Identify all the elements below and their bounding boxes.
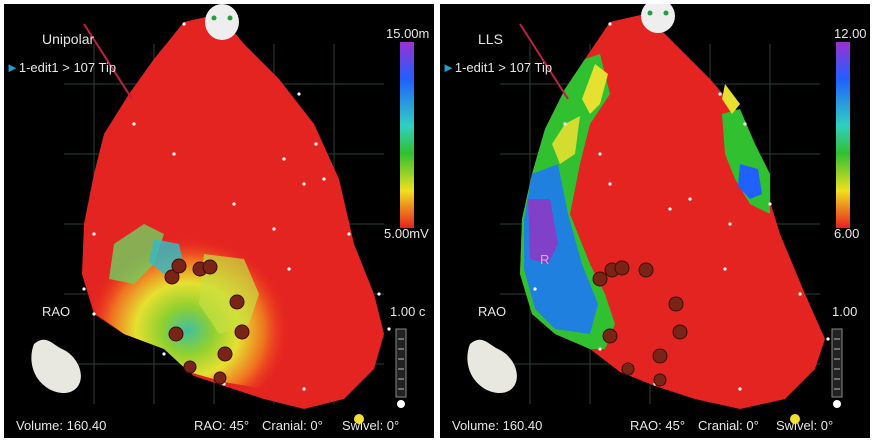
distance-label: 1.00 c bbox=[390, 304, 426, 319]
left-distance-ruler bbox=[395, 328, 407, 398]
right-map-panel[interactable]: LLS ►1-edit1 > 107 Tip 12.00 6.00 R RAO … bbox=[440, 4, 870, 438]
arrow-right-icon: ► bbox=[6, 60, 19, 75]
view-label: RAO bbox=[478, 304, 507, 319]
mapping-points bbox=[82, 22, 391, 391]
right-distance-ruler bbox=[831, 328, 843, 398]
swivel-angle-label: Swivel: 0° bbox=[776, 418, 834, 433]
ablation-lesions bbox=[592, 260, 688, 387]
left-map-canvas bbox=[31, 4, 414, 424]
map-type-label: Unipolar bbox=[42, 31, 95, 47]
right-mini-heart-icon bbox=[467, 339, 517, 394]
rao-angle-label: RAO: 45° bbox=[194, 418, 250, 433]
map-type-label: LLS bbox=[478, 31, 503, 47]
right-orientation-icon bbox=[641, 4, 675, 33]
distance-label: 1.00 bbox=[832, 304, 858, 319]
arrow-right-icon: ► bbox=[442, 60, 455, 75]
left-orientation-icon bbox=[205, 4, 239, 40]
scale-max-label: 15.00m bbox=[386, 26, 430, 41]
left-mini-heart-icon bbox=[31, 339, 81, 394]
region-marker-label: R bbox=[540, 252, 550, 267]
swivel-angle-label: Swivel: 0° bbox=[342, 418, 400, 433]
point-label[interactable]: ►1-edit1 > 107 Tip bbox=[442, 60, 553, 75]
mapping-points bbox=[533, 22, 830, 391]
cranial-angle-label: Cranial: 0° bbox=[698, 418, 759, 433]
rao-angle-label: RAO: 45° bbox=[630, 418, 686, 433]
scale-min-label: 6.00 bbox=[834, 226, 860, 241]
cranial-angle-label: Cranial: 0° bbox=[262, 418, 323, 433]
ablation-lesions bbox=[164, 258, 250, 385]
view-label: RAO bbox=[42, 304, 71, 319]
point-label[interactable]: ►1-edit1 > 107 Tip bbox=[6, 60, 117, 75]
scale-max-label: 12.00 bbox=[834, 26, 867, 41]
left-map-panel[interactable]: Unipolar ►1-edit1 > 107 Tip 15.00m 5.00m… bbox=[4, 4, 434, 438]
volume-label: Volume: 160.40 bbox=[16, 418, 107, 433]
volume-label: Volume: 160.40 bbox=[452, 418, 543, 433]
right-map-canvas bbox=[467, 4, 850, 424]
scale-min-label: 5.00mV bbox=[384, 226, 429, 241]
